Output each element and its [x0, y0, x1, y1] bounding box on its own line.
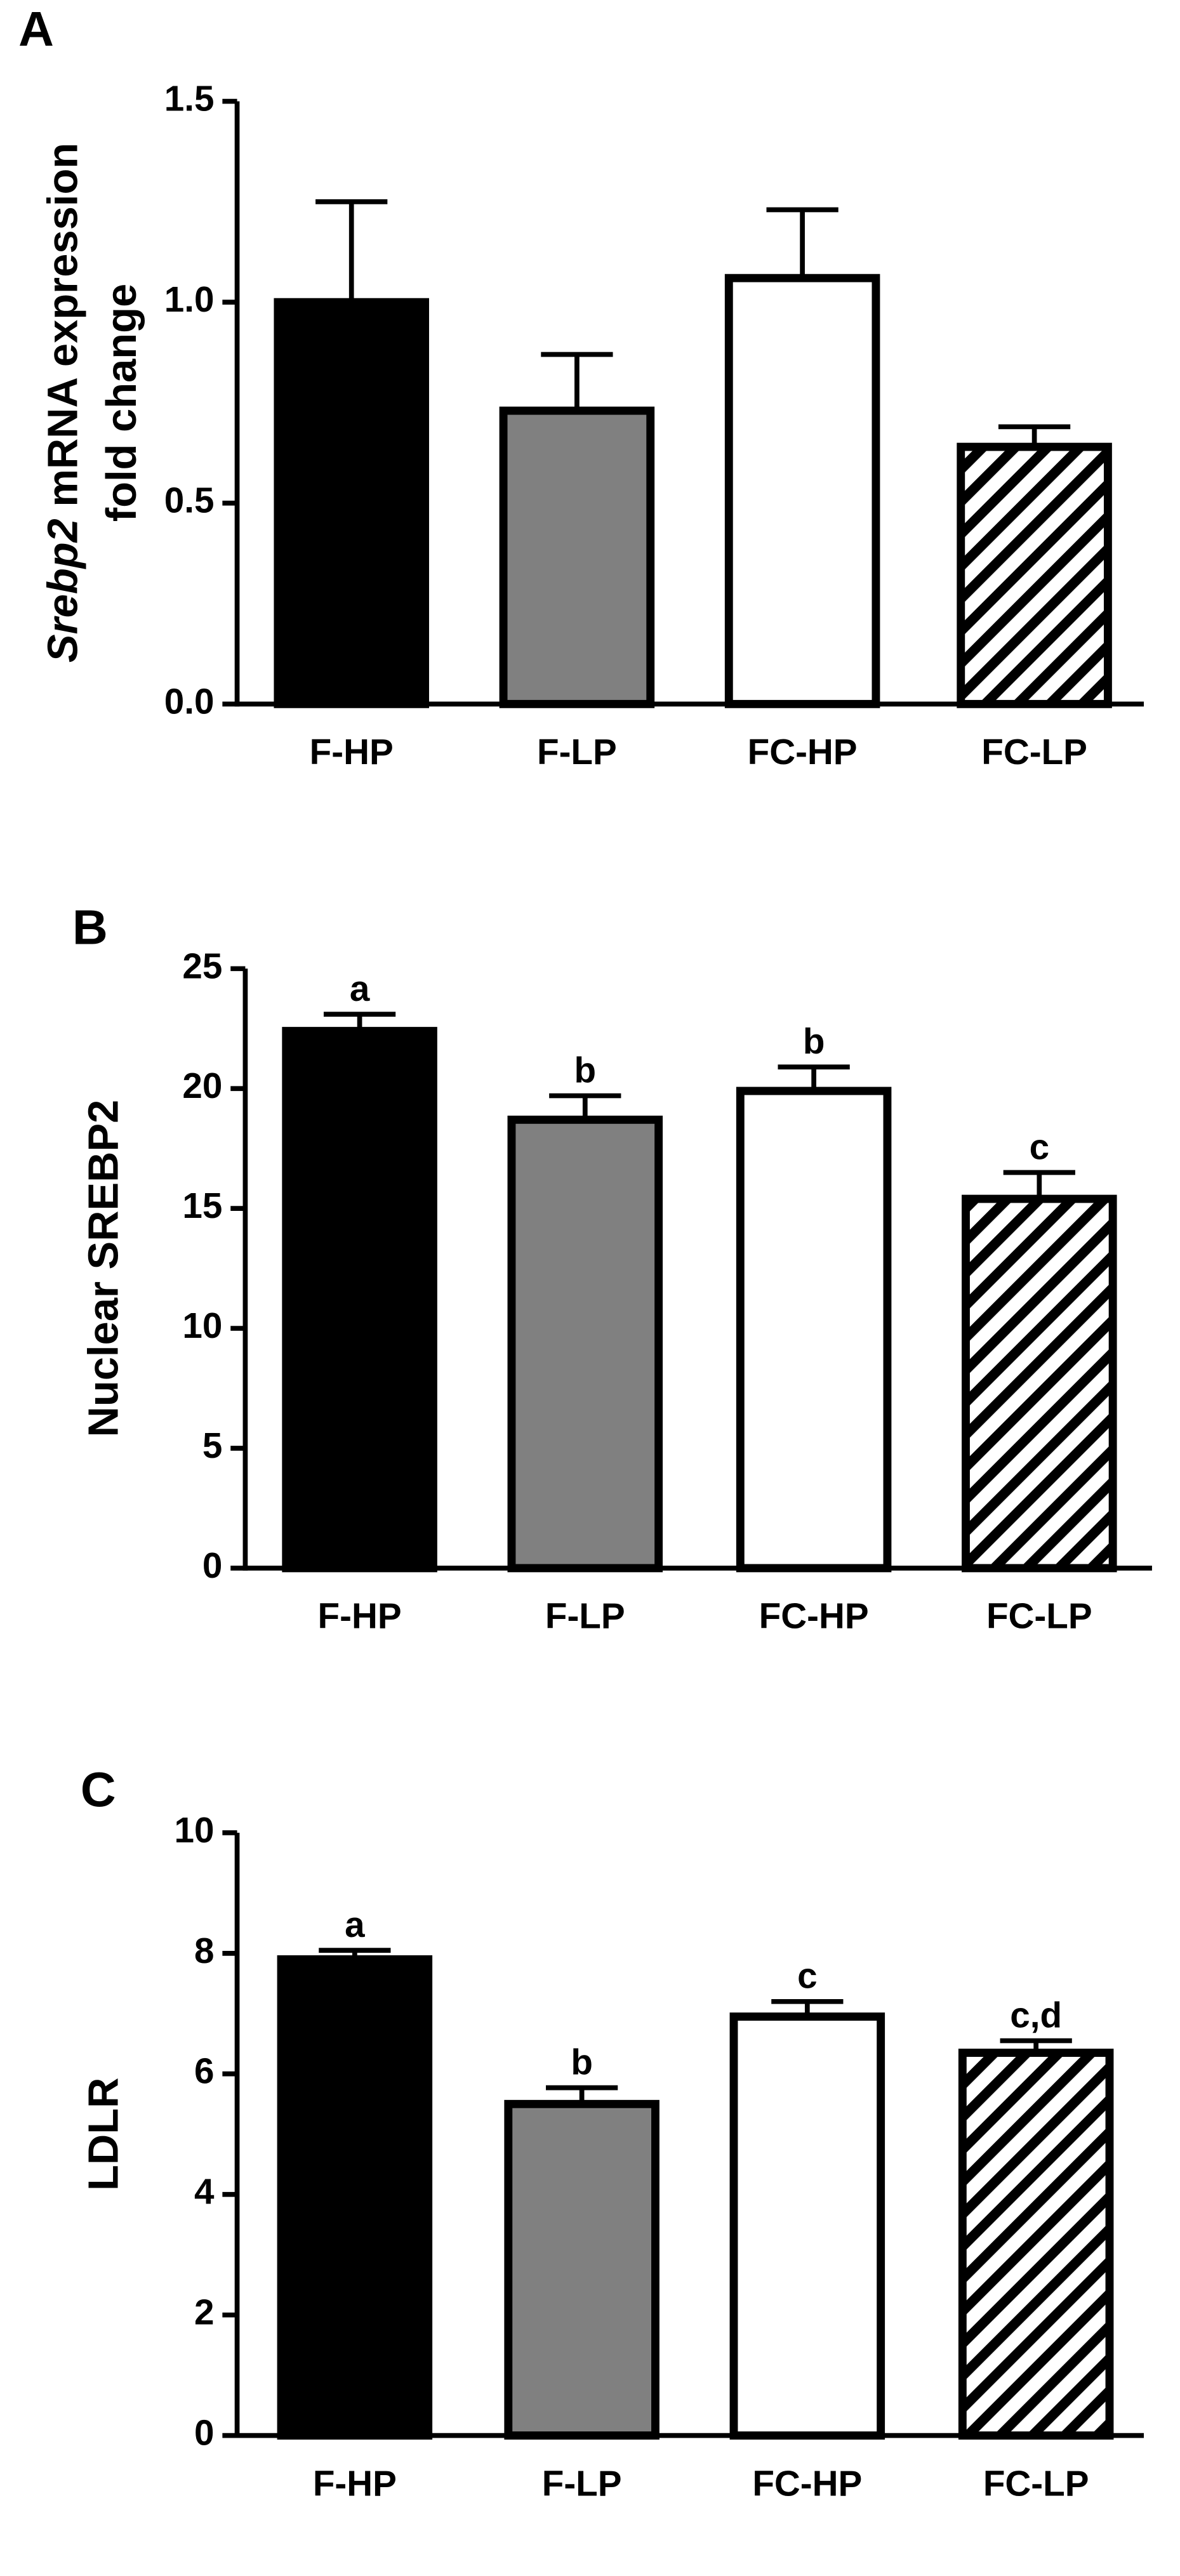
x-tick-label: FC-LP — [986, 1596, 1092, 1636]
bar — [729, 2012, 885, 2440]
significance-label: b — [803, 1021, 825, 1061]
y-tick-label: 15 — [182, 1186, 222, 1225]
y-tick-label: 0.5 — [164, 480, 215, 520]
x-tick-label: F-LP — [542, 2463, 622, 2503]
bar — [504, 2099, 660, 2440]
y-tick-label: 4 — [194, 2172, 215, 2212]
y-tick-label: 6 — [194, 2051, 214, 2091]
x-tick-label: F-HP — [310, 732, 394, 772]
y-tick-label: 1.0 — [164, 279, 215, 319]
y-tick-label: 2 — [194, 2292, 214, 2332]
significance-label: a — [345, 1905, 365, 1945]
bar — [274, 298, 429, 708]
y-axis-label: Nuclear SREBP2 — [79, 1100, 127, 1437]
y-axis-label-part: Srebp2 — [39, 519, 86, 663]
bar — [282, 1027, 437, 1573]
significance-label: c — [1030, 1126, 1049, 1166]
y-tick-label: 10 — [175, 1810, 215, 1850]
y-tick-label: 25 — [182, 946, 222, 986]
bar — [736, 1087, 892, 1573]
bar — [507, 1115, 663, 1573]
x-tick-label: FC-HP — [752, 2463, 862, 2503]
significance-label: b — [574, 1050, 596, 1090]
bar — [958, 2049, 1114, 2440]
panel-label: A — [18, 2, 54, 56]
bar — [962, 1194, 1117, 1573]
y-axis-label-part: Nuclear SREBP2 — [79, 1100, 127, 1437]
x-tick-label: FC-HP — [748, 732, 858, 772]
y-axis-label-part: LDLR — [79, 2078, 127, 2191]
significance-label: c,d — [1010, 1995, 1062, 2035]
bar — [957, 442, 1112, 708]
y-axis-label: Srebp2 mRNA expression — [39, 143, 86, 663]
y-tick-label: 8 — [194, 1931, 214, 1971]
y-axis-label-part: mRNA expression — [39, 143, 86, 519]
significance-label: c — [797, 1956, 817, 1996]
x-tick-label: FC-LP — [983, 2463, 1089, 2503]
x-tick-label: F-LP — [537, 732, 617, 772]
y-axis-label: LDLR — [79, 2078, 127, 2191]
bar — [499, 406, 655, 708]
y-tick-label: 0 — [194, 2413, 214, 2453]
y-tick-label: 1.5 — [164, 79, 215, 119]
panel-label: B — [72, 900, 108, 954]
y-tick-label: 20 — [182, 1066, 222, 1106]
bar — [277, 1955, 433, 2440]
y-tick-label: 0.0 — [164, 681, 215, 721]
y-tick-label: 10 — [182, 1305, 222, 1345]
y-tick-label: 5 — [202, 1425, 222, 1465]
x-tick-label: FC-LP — [981, 732, 1087, 772]
significance-label: a — [350, 968, 370, 1008]
x-tick-label: F-HP — [318, 1596, 402, 1636]
panel-label: C — [81, 1763, 116, 1818]
x-tick-label: FC-HP — [759, 1596, 869, 1636]
y-axis-label: fold change — [98, 284, 145, 522]
y-tick-label: 0 — [202, 1545, 222, 1585]
significance-label: b — [571, 2042, 593, 2082]
x-tick-label: F-HP — [313, 2463, 397, 2503]
x-tick-label: F-LP — [545, 1596, 625, 1636]
y-axis-label-part: fold change — [98, 284, 145, 522]
bar — [724, 274, 880, 708]
